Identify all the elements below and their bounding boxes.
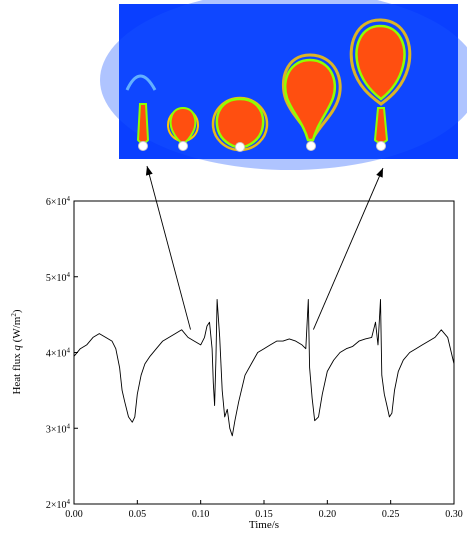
annotation-arrow xyxy=(145,165,191,330)
annotation-arrow-shaft xyxy=(146,165,191,330)
x-tick-label: 0.15 xyxy=(255,509,273,520)
annotation-arrow xyxy=(312,167,384,330)
heat-flux-series-line xyxy=(73,299,455,437)
y-tick-label: 4×104 xyxy=(46,347,71,360)
bubble-4-body xyxy=(284,58,336,142)
bubble-5 xyxy=(349,18,412,151)
y-tick-label: 3×104 xyxy=(46,422,71,435)
annotation-arrow-head xyxy=(376,168,383,178)
x-axis-ticks: 0.00 0.05 0.10 0.15 0.20 0.25 0.30 xyxy=(65,500,463,520)
y-axis-title-symbol: q xyxy=(11,345,23,351)
y-axis-title: Heat flux q (W/m2) xyxy=(10,309,23,394)
x-tick-label: 0.10 xyxy=(192,509,210,520)
y-axis-title-units-close: ) xyxy=(11,309,23,313)
bubble-2 xyxy=(167,106,199,151)
bubble-3 xyxy=(211,96,269,152)
y-axis-title-units: (W/m xyxy=(11,316,23,345)
x-tick-label: 0.00 xyxy=(65,509,83,520)
bubble-3-body xyxy=(215,97,265,150)
x-tick-label: 0.25 xyxy=(382,509,400,520)
bubble-5-stem xyxy=(373,107,389,144)
bubble-4 xyxy=(281,53,342,151)
x-axis-title: Time/s xyxy=(249,519,279,531)
bubble-1-halo-arc xyxy=(125,74,157,91)
annotation-arrow-head xyxy=(145,166,153,176)
bubble-simulation-inset xyxy=(100,0,467,170)
bubble-5-site xyxy=(376,141,386,151)
annotation-arrow-shaft xyxy=(312,167,384,330)
bubble-3-site xyxy=(235,142,245,152)
y-tick-label: 2×104 xyxy=(46,498,71,511)
bubble-4-site xyxy=(306,141,316,151)
x-tick-label: 0.30 xyxy=(445,509,463,520)
x-tick-label: 0.20 xyxy=(319,509,337,520)
y-tick-label: 5×104 xyxy=(46,271,71,284)
plot-frame xyxy=(73,200,455,505)
y-axis-ticks: 2×104 3×104 4×104 5×104 6×104 xyxy=(46,195,78,511)
y-axis-title-main: Heat flux xyxy=(11,351,23,395)
bubble-5-halo xyxy=(349,18,412,106)
y-tick-label: 6×104 xyxy=(46,195,71,208)
bubble-1-site xyxy=(138,141,148,151)
annotation-arrows xyxy=(145,165,384,330)
y-axis-title-units-exp: 2 xyxy=(10,313,18,317)
bubble-5-body xyxy=(355,24,406,101)
bubble-1 xyxy=(125,74,157,151)
bubble-2-site xyxy=(178,141,188,151)
bubble-1-needle xyxy=(136,103,150,144)
x-tick-label: 0.05 xyxy=(129,509,147,520)
